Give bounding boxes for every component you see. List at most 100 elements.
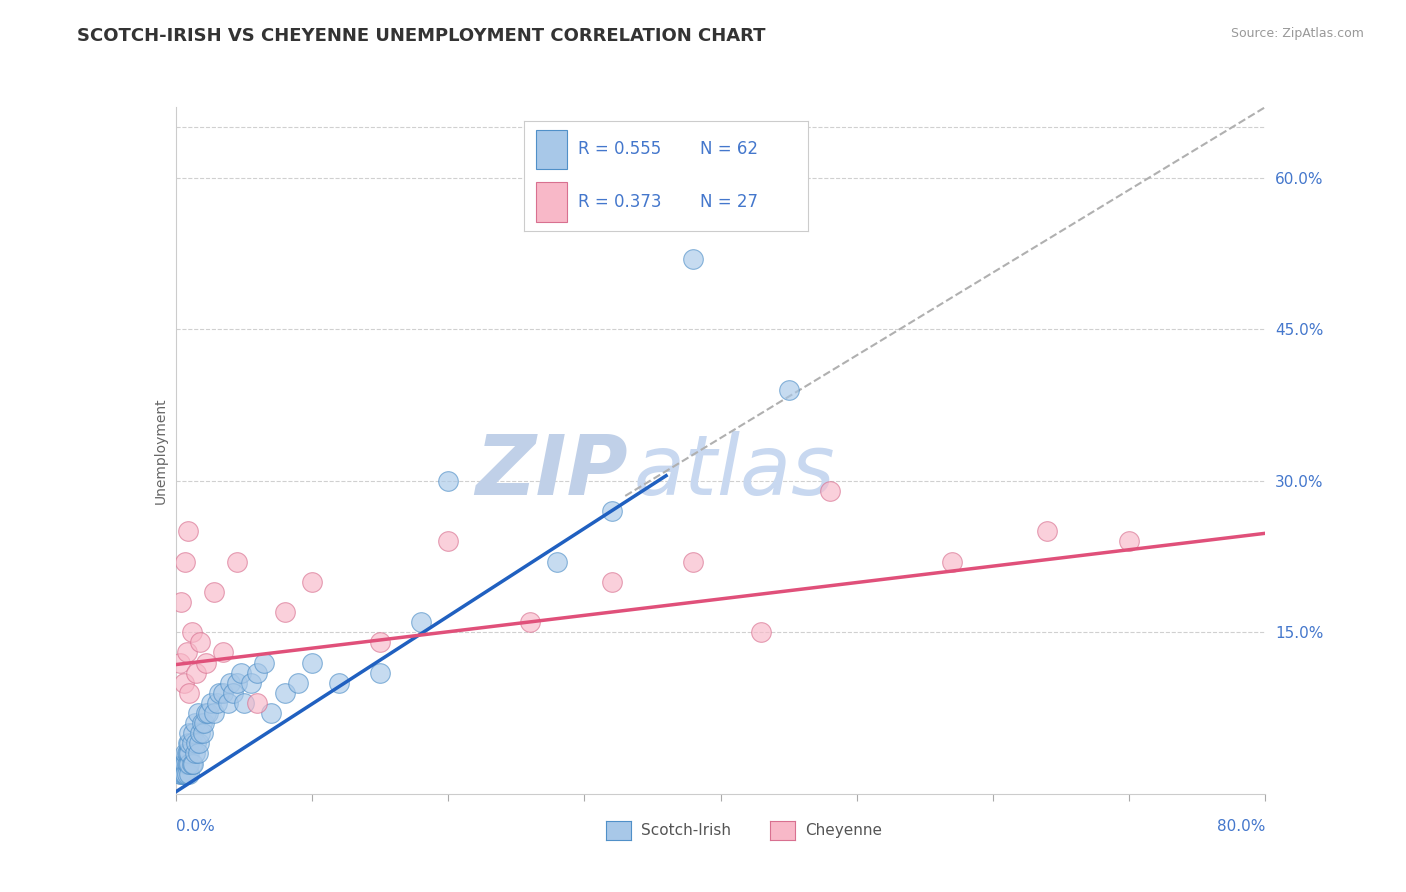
Point xyxy=(246,665,269,680)
Point xyxy=(179,756,201,771)
Point xyxy=(1118,534,1140,549)
Point xyxy=(176,756,198,771)
Point xyxy=(200,696,222,710)
Point xyxy=(179,736,201,750)
Point xyxy=(232,696,254,710)
Point xyxy=(437,474,460,488)
Point xyxy=(682,252,704,266)
Point xyxy=(260,706,283,720)
Point xyxy=(184,716,207,731)
Point xyxy=(246,696,269,710)
Point xyxy=(301,574,323,589)
Point xyxy=(682,555,704,569)
Point xyxy=(186,736,208,750)
Point xyxy=(600,574,623,589)
Point xyxy=(197,706,219,720)
Text: R = 0.555: R = 0.555 xyxy=(578,140,661,159)
Point xyxy=(1036,524,1059,539)
Point xyxy=(778,383,800,397)
Point xyxy=(274,605,297,619)
Point xyxy=(188,635,211,649)
Point xyxy=(179,747,201,761)
Point xyxy=(190,716,212,731)
Point xyxy=(177,736,200,750)
Point xyxy=(212,645,235,659)
Point xyxy=(183,756,205,771)
Point xyxy=(217,696,239,710)
Point xyxy=(239,675,262,690)
Point xyxy=(191,726,214,740)
Text: N = 62: N = 62 xyxy=(700,140,758,159)
Point xyxy=(253,656,276,670)
Point xyxy=(176,747,198,761)
Point xyxy=(177,524,200,539)
Point xyxy=(186,747,209,761)
Point xyxy=(177,747,200,761)
Point xyxy=(226,555,249,569)
FancyBboxPatch shape xyxy=(536,129,567,169)
Y-axis label: Unemployment: Unemployment xyxy=(153,397,167,504)
Text: R = 0.373: R = 0.373 xyxy=(578,193,662,211)
Point xyxy=(179,726,201,740)
Point xyxy=(177,756,200,771)
Point xyxy=(172,756,194,771)
Point xyxy=(546,555,568,569)
Text: atlas: atlas xyxy=(633,431,835,512)
Point xyxy=(751,625,773,640)
Point xyxy=(181,756,204,771)
Point xyxy=(186,706,209,720)
Point xyxy=(174,555,197,569)
Point xyxy=(194,706,217,720)
Point xyxy=(222,686,245,700)
Text: Scotch-Irish: Scotch-Irish xyxy=(641,823,731,838)
Point xyxy=(941,555,963,569)
Point xyxy=(287,675,309,690)
Point xyxy=(409,615,432,630)
Point xyxy=(202,706,225,720)
Point xyxy=(188,726,211,740)
Point xyxy=(169,656,191,670)
Text: 0.0%: 0.0% xyxy=(176,819,215,834)
Point xyxy=(205,696,228,710)
Point xyxy=(170,595,193,609)
FancyBboxPatch shape xyxy=(536,182,567,222)
Point xyxy=(208,686,231,700)
Point xyxy=(301,656,323,670)
Point xyxy=(186,665,208,680)
Text: SCOTCH-IRISH VS CHEYENNE UNEMPLOYMENT CORRELATION CHART: SCOTCH-IRISH VS CHEYENNE UNEMPLOYMENT CO… xyxy=(77,27,766,45)
Text: N = 27: N = 27 xyxy=(700,193,758,211)
Point xyxy=(170,766,193,780)
Point xyxy=(173,756,195,771)
Point xyxy=(176,645,198,659)
Point xyxy=(179,766,201,780)
Text: 80.0%: 80.0% xyxy=(1218,819,1265,834)
Point xyxy=(368,635,391,649)
Point xyxy=(172,766,194,780)
Point xyxy=(600,504,623,518)
Point xyxy=(179,686,201,700)
Text: ZIP: ZIP xyxy=(475,431,628,512)
Point xyxy=(231,665,253,680)
Point xyxy=(368,665,391,680)
Point xyxy=(274,686,297,700)
Point xyxy=(328,675,350,690)
Point xyxy=(174,747,197,761)
Point xyxy=(174,766,197,780)
Point xyxy=(193,716,215,731)
Point xyxy=(212,686,235,700)
Text: Cheyenne: Cheyenne xyxy=(804,823,882,838)
Text: Source: ZipAtlas.com: Source: ZipAtlas.com xyxy=(1230,27,1364,40)
Point xyxy=(181,625,204,640)
Point xyxy=(174,756,197,771)
Point xyxy=(202,585,225,599)
Point xyxy=(226,675,249,690)
Point xyxy=(169,766,191,780)
Point xyxy=(173,766,195,780)
Point xyxy=(818,483,841,498)
Point xyxy=(437,534,460,549)
Point xyxy=(176,766,198,780)
Point xyxy=(183,726,205,740)
Point xyxy=(519,615,541,630)
Point xyxy=(184,747,207,761)
Point xyxy=(181,736,204,750)
